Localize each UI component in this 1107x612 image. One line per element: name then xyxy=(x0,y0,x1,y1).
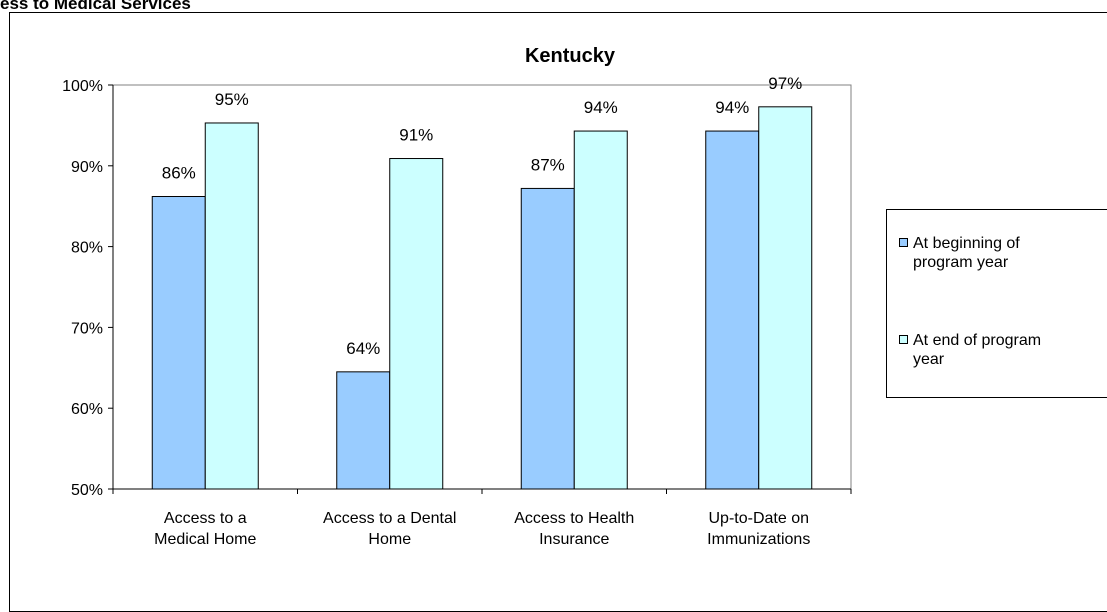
legend-label-beginning: At beginning of program year xyxy=(913,234,1093,272)
chart-title: Kentucky xyxy=(525,45,616,67)
chart-svg: Kentucky 50% 60% 70% 80% 90% 100% 86% 95% Access… xyxy=(62,45,852,548)
data-label: 64% xyxy=(346,339,380,358)
legend: At beginning of program year At end of p… xyxy=(886,209,1107,398)
legend-swatch-beginning xyxy=(899,238,908,247)
y-tick-label: 50% xyxy=(71,482,103,499)
legend-label-beginning-line2: program year xyxy=(913,254,1009,271)
y-tick-label: 100% xyxy=(62,78,103,95)
legend-label-beginning-line1: At beginning of xyxy=(913,235,1020,252)
legend-swatch-end xyxy=(899,335,908,344)
legend-label-end-line2: year xyxy=(913,351,945,368)
data-label: 91% xyxy=(399,126,433,145)
y-tick-label: 80% xyxy=(71,240,103,257)
x-category-label: Access to Health xyxy=(514,510,634,527)
x-category-label: Immunizations xyxy=(707,531,810,548)
data-label: 97% xyxy=(768,74,802,93)
legend-label-end-line1: At end of program xyxy=(913,332,1042,349)
bar-series2-3 xyxy=(573,130,628,490)
data-label: 95% xyxy=(215,90,249,109)
x-category-label: Access to a Dental xyxy=(323,510,456,527)
plot-area: 50% 60% 70% 80% 90% 100% 86% 95% Access to a Medi… xyxy=(62,74,852,548)
legend-label-end: At end of program year xyxy=(913,331,1093,369)
bar-series1-3 xyxy=(520,187,575,490)
x-category-label: Insurance xyxy=(539,531,609,548)
bar-series1-4 xyxy=(705,130,760,490)
x-category-label: Home xyxy=(368,531,411,548)
x-category-label: Access to a xyxy=(164,510,247,527)
x-category-label: Up-to-Date on xyxy=(709,510,810,527)
data-label: 87% xyxy=(531,155,565,174)
bar-series2-4 xyxy=(758,106,813,490)
bar-series2-2 xyxy=(389,158,444,490)
data-label: 94% xyxy=(584,98,618,117)
y-tick-label: 90% xyxy=(71,159,103,176)
bar-series1-2 xyxy=(336,371,391,490)
y-tick-label: 60% xyxy=(71,401,103,418)
data-label: 94% xyxy=(715,98,749,117)
bar-series2-1 xyxy=(204,122,259,490)
data-label: 86% xyxy=(162,164,196,183)
page-heading: ess to Medical Services xyxy=(0,0,191,13)
bar-series1-1 xyxy=(151,196,206,490)
x-category-label: Medical Home xyxy=(154,531,256,548)
y-tick-label: 70% xyxy=(71,320,103,337)
